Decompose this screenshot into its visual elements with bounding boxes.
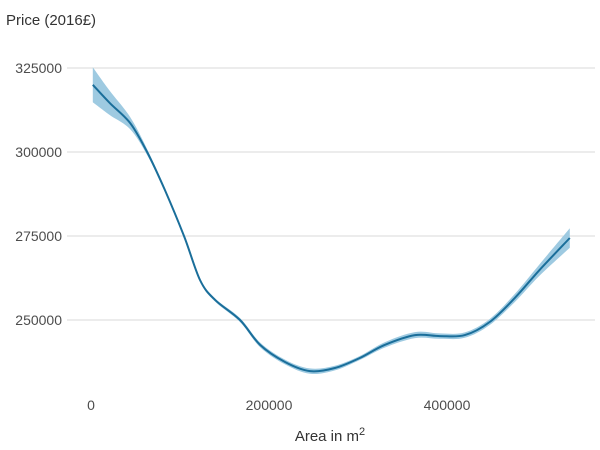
y-tick-label: 275000	[15, 228, 62, 244]
x-axis-title-superscript: 2	[359, 426, 366, 438]
x-tick-label: 200000	[246, 397, 293, 413]
x-axis-title: Area in m2	[0, 426, 600, 445]
y-tick-label: 250000	[15, 312, 62, 328]
smoothed-line	[92, 84, 571, 373]
confidence-ribbon	[92, 67, 570, 375]
y-tick-label: 325000	[15, 60, 62, 76]
x-tick-labels: 0 200000 400000	[87, 397, 470, 413]
y-tick-labels: 250000 275000 300000 325000	[15, 60, 62, 328]
gridlines	[67, 67, 595, 321]
y-tick-label: 300000	[15, 144, 62, 160]
x-tick-label: 0	[87, 397, 95, 413]
x-axis-title-text: Area in m	[294, 428, 360, 445]
y-axis-title: Price (2016£)	[6, 12, 97, 29]
x-tick-label: 400000	[424, 397, 471, 413]
